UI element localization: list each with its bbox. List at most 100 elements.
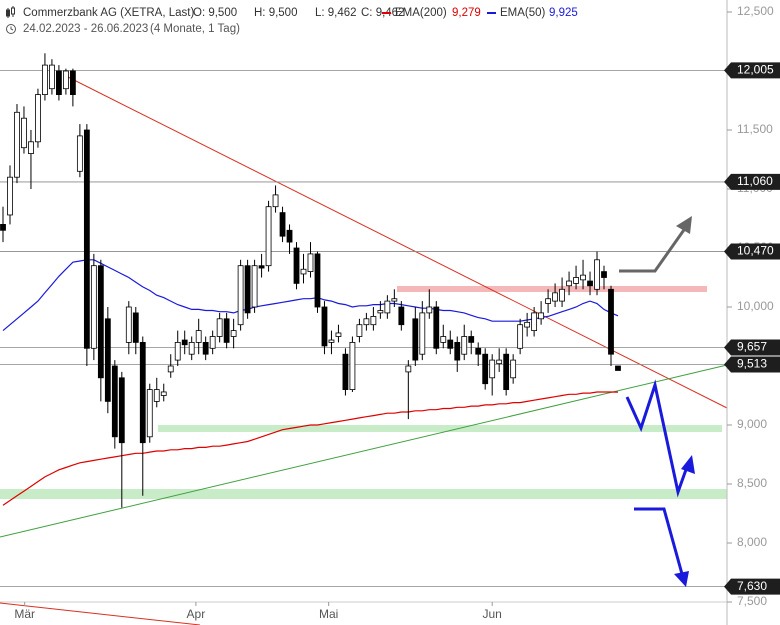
candle-body <box>314 253 321 308</box>
level-label: 7,630 <box>737 579 767 593</box>
clock-icon <box>10 26 14 31</box>
candle-body <box>251 265 258 308</box>
candle-body <box>587 280 593 287</box>
candle-body <box>237 265 244 326</box>
level-label: 9,657 <box>737 340 767 354</box>
candle-body <box>482 353 489 385</box>
candle-body <box>538 312 545 320</box>
level-label: 11,060 <box>737 174 773 188</box>
candle-body <box>7 176 13 216</box>
support-zone <box>0 489 727 499</box>
candle-body <box>384 300 391 314</box>
scenario-arrow <box>625 379 690 498</box>
drawings <box>0 76 728 625</box>
legend-name: EMA(50) <box>500 7 546 19</box>
candle-body <box>146 389 153 438</box>
trend-line <box>0 602 201 625</box>
header: Commerzbank AG (XETRA, Last) O: 9,500 H:… <box>6 6 578 35</box>
candle-body <box>258 265 265 269</box>
scenario-arrow <box>634 507 684 575</box>
period: (4 Monate, 1 Tag) <box>150 23 240 35</box>
candle-body <box>419 312 426 355</box>
candle-body <box>272 194 279 208</box>
candle-body <box>356 324 363 337</box>
candle-body <box>454 341 461 361</box>
ohlc-low: L: 9,462 <box>315 7 357 19</box>
candle-body <box>489 359 496 379</box>
candle-body <box>63 70 69 90</box>
candle-body <box>552 292 558 302</box>
candle-body <box>139 341 146 444</box>
arrow-head <box>674 571 689 587</box>
candle-body <box>517 324 524 349</box>
candle-body <box>545 298 551 304</box>
candle-body <box>405 365 412 373</box>
ohlc-high: H: 9,500 <box>254 7 297 19</box>
candle-body <box>125 306 132 343</box>
candle-body <box>265 206 272 267</box>
candle-body <box>209 336 216 349</box>
candle-body <box>559 288 565 302</box>
x-tick-label: Mai <box>319 607 338 621</box>
level-badge <box>724 173 780 190</box>
y-tick-label: 9,000 <box>737 417 767 431</box>
plot <box>0 53 727 588</box>
candle-body <box>118 377 125 444</box>
y-tick-label: 11,500 <box>737 122 773 136</box>
candle-body <box>398 306 405 326</box>
candle-body <box>412 318 419 361</box>
level-label: 12,005 <box>737 63 774 77</box>
clock-icon <box>6 24 16 34</box>
candle-body <box>307 253 314 272</box>
level-badge <box>724 62 780 79</box>
candle-body <box>104 318 111 402</box>
legend-value: 9,925 <box>549 7 578 19</box>
candle-body <box>328 339 335 343</box>
candle-body <box>35 94 41 143</box>
candle-body <box>475 347 482 355</box>
candle-body <box>97 265 104 379</box>
candle-body <box>230 330 237 337</box>
level-badge <box>724 578 780 595</box>
candle-body <box>510 359 517 379</box>
level-badge <box>724 356 780 373</box>
ema-line <box>2 259 619 332</box>
candle-body <box>440 336 447 343</box>
candle-body <box>111 365 118 438</box>
candle-body <box>566 280 572 287</box>
candle-body <box>181 339 188 346</box>
candle-body <box>594 259 600 290</box>
candle-body <box>188 341 195 355</box>
candle-body <box>223 318 230 343</box>
candle-body <box>377 310 384 314</box>
candle-body <box>76 135 83 172</box>
candle-body <box>321 306 328 347</box>
candle-body <box>524 321 531 328</box>
y-tick-label: 12,500 <box>737 4 774 18</box>
candle-body <box>580 274 586 281</box>
x-tick-label: Jun <box>483 607 502 621</box>
axis: 7,5008,0008,5009,0009,50010,00010,50011,… <box>14 4 780 621</box>
legend-value: 9,279 <box>452 7 481 19</box>
candle-body <box>531 312 538 331</box>
candle-body <box>56 70 62 96</box>
candle-body <box>293 247 300 284</box>
candle-body <box>601 271 607 278</box>
candle-body <box>279 212 286 237</box>
candle-body <box>28 141 34 155</box>
x-tick-label: Mär <box>14 607 35 621</box>
candle-body <box>363 318 370 326</box>
level-badge <box>724 339 780 356</box>
arrows <box>619 216 695 587</box>
y-tick-label: 10,000 <box>737 299 774 313</box>
trend-line <box>0 364 728 538</box>
candle-body <box>160 391 167 396</box>
candle-body <box>468 336 475 343</box>
title: Commerzbank AG (XETRA, Last) <box>23 7 194 19</box>
level-label: 9,513 <box>737 357 767 371</box>
candle-body <box>286 229 293 243</box>
candle-body <box>195 330 202 343</box>
candle-body <box>335 332 342 337</box>
candle-body <box>216 318 223 337</box>
